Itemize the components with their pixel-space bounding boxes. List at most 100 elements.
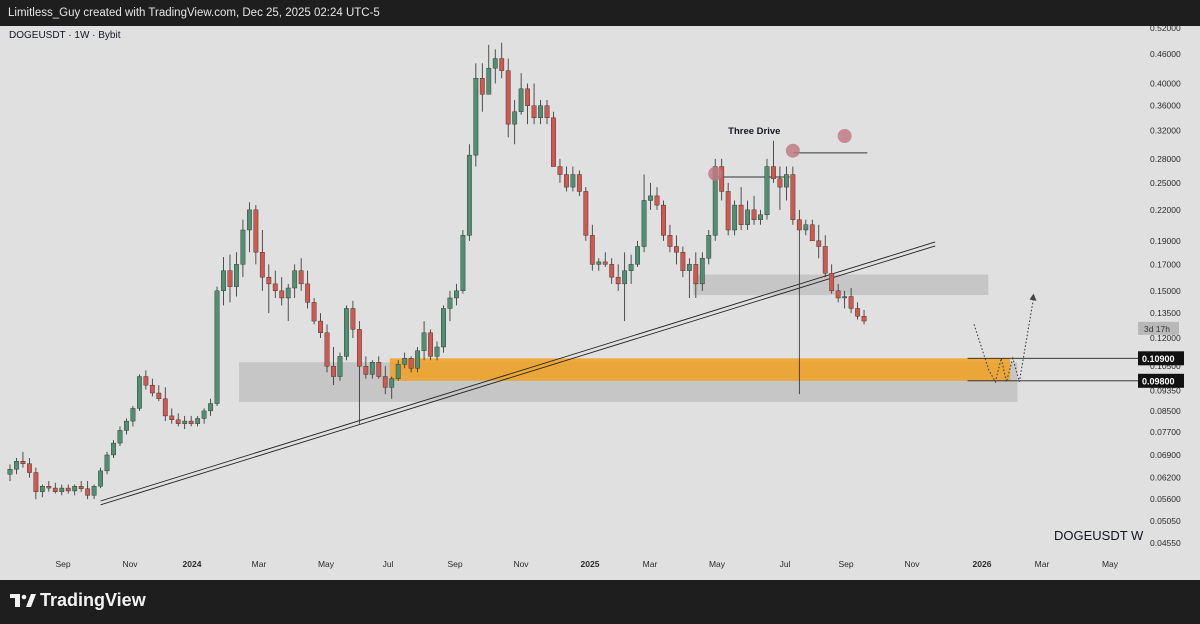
- candle-down: [557, 166, 563, 175]
- candle-down: [259, 252, 265, 278]
- candle-down: [551, 117, 556, 167]
- time-tick-label: Nov: [904, 559, 920, 569]
- candle-up: [195, 418, 201, 424]
- candle-down: [796, 219, 802, 231]
- candle-down: [227, 270, 233, 287]
- price-tag-label: 0.09800: [1142, 376, 1175, 386]
- candle-down: [52, 487, 58, 492]
- candle-up: [395, 364, 401, 379]
- annotation-three-drive: Three Drive: [728, 126, 780, 137]
- price-tag-label: 0.10900: [1142, 354, 1175, 364]
- candle-down: [169, 415, 175, 420]
- candle-up: [648, 195, 653, 201]
- price-tick-label: 0.36000: [1150, 101, 1181, 111]
- drive-marker-3: [837, 128, 852, 143]
- candle-up: [7, 469, 13, 475]
- candle-down: [790, 174, 796, 220]
- candle-up: [344, 308, 349, 357]
- price-tick-label: 0.22000: [1150, 205, 1181, 215]
- candle-down: [356, 329, 362, 367]
- candle-up: [441, 308, 446, 348]
- candle-down: [505, 70, 511, 125]
- candle-up: [518, 88, 524, 112]
- candle-up: [72, 486, 78, 492]
- candle-down: [654, 195, 660, 206]
- candle-down: [188, 420, 194, 424]
- candle-up: [486, 67, 492, 95]
- time-tick-label: Jul: [780, 559, 791, 569]
- candle-up: [699, 258, 705, 285]
- candle-up: [454, 290, 459, 299]
- candle-down: [20, 460, 26, 464]
- chart-area[interactable]: Three Drive 0.52000 0.46000 0.40000 0.36000 0…: [0, 26, 1200, 580]
- candle-down: [27, 463, 32, 473]
- time-tick-label: 2026: [973, 559, 992, 569]
- candle-down: [149, 384, 155, 394]
- candle-down: [777, 178, 783, 188]
- price-tick-label: 0.52000: [1150, 26, 1181, 33]
- candle-up: [641, 200, 647, 247]
- countdown-label: 3d 17h: [1144, 324, 1170, 334]
- price-chart[interactable]: Three Drive 0.52000 0.46000 0.40000 0.36000 0…: [0, 26, 1200, 580]
- time-tick-label: Sep: [55, 559, 70, 569]
- price-tick-label: 0.12000: [1150, 333, 1181, 343]
- candle-up: [596, 261, 602, 265]
- candle-down: [324, 332, 330, 367]
- candle-up: [706, 235, 712, 259]
- candle-up: [214, 290, 220, 404]
- countdown-box: [1138, 321, 1179, 335]
- time-tick-label: 2024: [183, 559, 202, 569]
- candle-up: [803, 224, 809, 231]
- candle-up: [732, 204, 738, 231]
- brand-name: TradingView: [40, 590, 146, 610]
- candle-up: [389, 378, 395, 388]
- candle-up: [111, 442, 116, 456]
- price-tick-label: 0.08500: [1150, 406, 1181, 416]
- candle-up: [538, 105, 543, 119]
- candle-down: [693, 264, 699, 285]
- time-tick-label: Sep: [838, 559, 853, 569]
- candle-down: [253, 209, 259, 253]
- candle-down: [479, 78, 485, 95]
- candle-down: [816, 240, 822, 247]
- candle-down: [331, 366, 336, 377]
- tradingview-logo[interactable]: TradingView: [10, 590, 146, 611]
- candle-up: [91, 486, 97, 496]
- candle-down: [33, 472, 39, 492]
- time-tick-label: Mar: [1035, 559, 1050, 569]
- candle-down: [674, 246, 679, 253]
- price-tick-label: 0.25000: [1150, 178, 1181, 188]
- price-tick-label: 0.04550: [1150, 538, 1181, 548]
- candle-up: [784, 174, 789, 188]
- price-tick-label: 0.32000: [1150, 126, 1181, 136]
- candle-down: [78, 486, 84, 489]
- candle-up: [292, 270, 298, 289]
- candle-down: [272, 283, 278, 292]
- candle-up: [570, 174, 576, 188]
- candle-up: [764, 166, 770, 215]
- candle-up: [635, 246, 640, 265]
- candle-up: [14, 460, 19, 470]
- time-tick-label: Nov: [513, 559, 529, 569]
- trendline-lower: [100, 245, 936, 506]
- candle-down: [589, 235, 595, 265]
- price-tag-box: [1138, 351, 1184, 366]
- candle-up: [492, 58, 498, 69]
- candle-up: [285, 287, 291, 299]
- price-tick-label: 0.19000: [1150, 236, 1181, 246]
- candle-down: [428, 332, 433, 357]
- candle-up: [201, 410, 207, 419]
- price-tick-label: 0.06900: [1150, 450, 1181, 460]
- candle-down: [46, 486, 52, 489]
- candle-down: [85, 488, 91, 496]
- candle-down: [848, 296, 854, 309]
- candle-up: [124, 420, 129, 431]
- price-tick-label: 0.40000: [1150, 78, 1181, 88]
- candle-up: [622, 270, 628, 285]
- candle-down: [829, 273, 835, 292]
- candle-down: [175, 419, 181, 424]
- candle-down: [408, 358, 414, 369]
- symbol-label: DOGEUSDT · 1W · Bybit: [9, 30, 121, 41]
- candle-down: [751, 209, 757, 220]
- candle-down: [602, 261, 608, 265]
